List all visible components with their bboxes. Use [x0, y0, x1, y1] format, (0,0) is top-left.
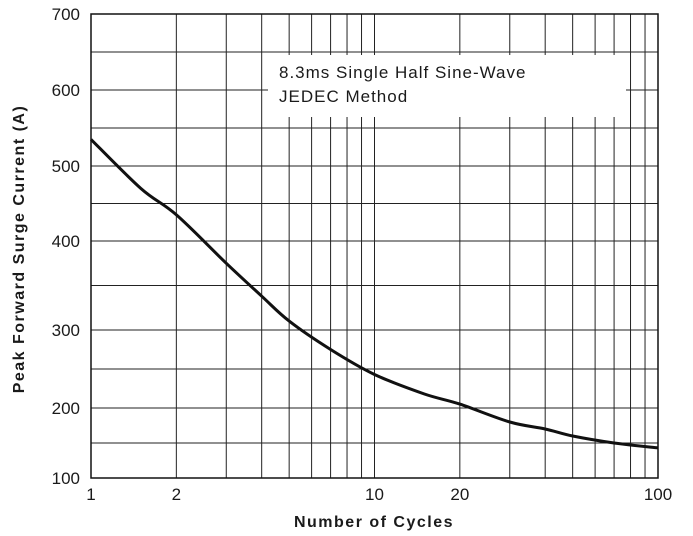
x-tick-label: 2	[172, 485, 181, 504]
plot-frame	[90, 13, 659, 479]
x-axis-title: Number of Cycles	[294, 514, 454, 531]
y-tick-label: 200	[52, 399, 80, 418]
y-tick-label: 100	[52, 469, 80, 488]
x-tick-label: 1	[86, 485, 95, 504]
x-tick-label: 10	[365, 485, 384, 504]
y-tick-label: 300	[52, 321, 80, 340]
x-tick-label: 100	[644, 485, 672, 504]
y-tick-label: 500	[52, 157, 80, 176]
y-tick-label: 600	[52, 81, 80, 100]
surge-current-curve	[89, 138, 659, 450]
plot-border	[90, 13, 659, 479]
annotation-background	[268, 55, 626, 117]
x-tick-labels: 1 2 10 20 100	[86, 485, 672, 504]
y-tick-labels: 100 200 300 400 500 600 700	[52, 5, 80, 488]
x-tick-label: 20	[450, 485, 469, 504]
y-tick-label: 700	[52, 5, 80, 24]
annotation-line-1: 8.3ms Single Half Sine-Wave	[279, 63, 526, 82]
y-axis-title: Peak Forward Surge Current (A)	[11, 105, 28, 394]
annotation-line-2: JEDEC Method	[279, 87, 408, 106]
y-tick-label: 400	[52, 232, 80, 251]
